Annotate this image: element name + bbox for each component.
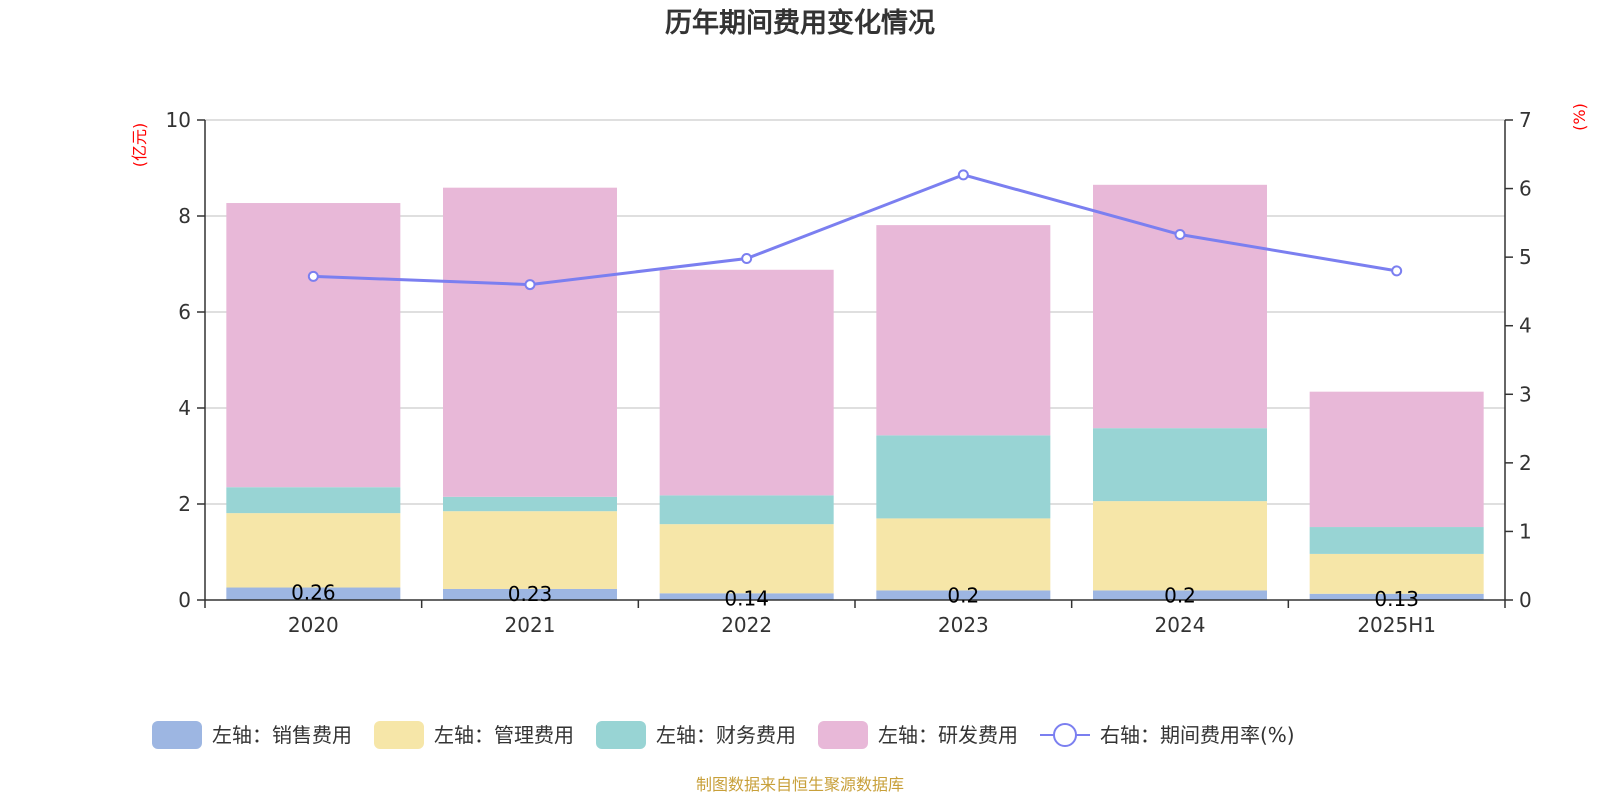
data-label: 0.2 xyxy=(1164,583,1196,607)
bar-segment xyxy=(1309,391,1484,528)
left-tick-label: 10 xyxy=(166,108,191,132)
right-tick-label: 4 xyxy=(1519,314,1532,338)
line-layer xyxy=(307,169,1403,291)
legend-line-marker xyxy=(1053,723,1077,747)
bar-segment xyxy=(443,187,617,497)
bar-segment xyxy=(226,487,401,514)
legend-label: 左轴：销售费用 xyxy=(212,723,352,747)
chart-title: 历年期间费用变化情况 xyxy=(665,7,935,39)
legend-label: 左轴：财务费用 xyxy=(656,723,796,747)
bar-segment xyxy=(443,496,617,512)
x-tick-label: 2025H1 xyxy=(1357,613,1436,637)
left-tick-label: 0 xyxy=(178,588,191,612)
bar-segment xyxy=(876,435,1051,519)
left-tick-label: 4 xyxy=(178,396,191,420)
bar-segment xyxy=(659,495,834,525)
right-tick-label: 7 xyxy=(1519,108,1532,132)
data-label: 0.14 xyxy=(724,586,769,610)
legend-swatch xyxy=(374,721,424,749)
bar-segment xyxy=(443,511,617,589)
bar-segment xyxy=(1309,527,1484,554)
left-tick-label: 6 xyxy=(178,300,191,324)
left-tick-label: 8 xyxy=(178,204,191,228)
bar-segment xyxy=(1093,184,1267,429)
x-tick-label: 2021 xyxy=(505,613,556,637)
right-tick-label: 5 xyxy=(1519,245,1532,269)
labels-layer: 0.26 0.23 0.14 0.2 0.2 0.13 xyxy=(291,581,1419,611)
line-point xyxy=(307,270,319,282)
x-tick-label: 2020 xyxy=(288,613,339,637)
right-tick-label: 1 xyxy=(1519,519,1532,543)
bar-segment xyxy=(659,524,834,594)
bars-layer xyxy=(226,184,1484,600)
bar-segment xyxy=(1309,553,1484,594)
right-tick-label: 3 xyxy=(1519,382,1532,406)
bar-segment xyxy=(876,225,1051,436)
left-tick-label: 2 xyxy=(178,492,191,516)
x-tick-label: 2023 xyxy=(938,613,989,637)
right-tick-label: 6 xyxy=(1519,177,1532,201)
data-label: 0.23 xyxy=(508,582,553,606)
bar-segment xyxy=(1093,501,1267,591)
series-line xyxy=(313,173,1397,287)
legend-swatch xyxy=(596,721,646,749)
legend: 左轴：销售费用 左轴：管理费用 左轴：财务费用 左轴：研发费用 右轴：期间费用率(%) xyxy=(152,721,1295,749)
line-point xyxy=(1391,265,1403,277)
x-tick-label: 2022 xyxy=(721,613,772,637)
line-point xyxy=(741,253,753,265)
data-label: 0.26 xyxy=(291,581,336,605)
line-point xyxy=(957,169,969,181)
right-tick-label: 0 xyxy=(1519,588,1532,612)
bar-segment xyxy=(443,588,617,600)
legend-label: 左轴：研发费用 xyxy=(878,723,1018,747)
bar-segment xyxy=(1309,593,1484,600)
line-point xyxy=(524,279,536,291)
bar-segment xyxy=(226,203,401,488)
left-axis-unit: (亿元) xyxy=(130,123,149,168)
bar-segment xyxy=(659,593,834,600)
data-label: 0.13 xyxy=(1374,587,1419,611)
bar-segment xyxy=(1093,428,1267,502)
x-tick-label: 2024 xyxy=(1155,613,1206,637)
bar-segment xyxy=(226,587,401,600)
legend-swatch xyxy=(818,721,868,749)
bar-segment xyxy=(876,590,1051,600)
footer-source: 制图数据来自恒生聚源数据库 xyxy=(696,775,904,794)
bar-segment xyxy=(226,513,401,588)
axes-layer: 0 2 4 6 8 10 0 1 2 3 4 5 6 7 2020 2021 2022 2023 2024 2025H… xyxy=(166,108,1532,637)
right-axis-unit: (%) xyxy=(1570,103,1589,131)
right-tick-label: 2 xyxy=(1519,451,1532,475)
legend-swatch xyxy=(152,721,202,749)
bar-segment xyxy=(1093,590,1267,600)
grid-lines xyxy=(205,119,1505,505)
legend-label: 左轴：管理费用 xyxy=(434,723,574,747)
line-point xyxy=(1174,229,1186,241)
data-label: 0.2 xyxy=(947,583,979,607)
bar-segment xyxy=(659,269,834,496)
bar-segment xyxy=(876,518,1051,591)
legend-label: 右轴：期间费用率(%) xyxy=(1100,723,1295,747)
